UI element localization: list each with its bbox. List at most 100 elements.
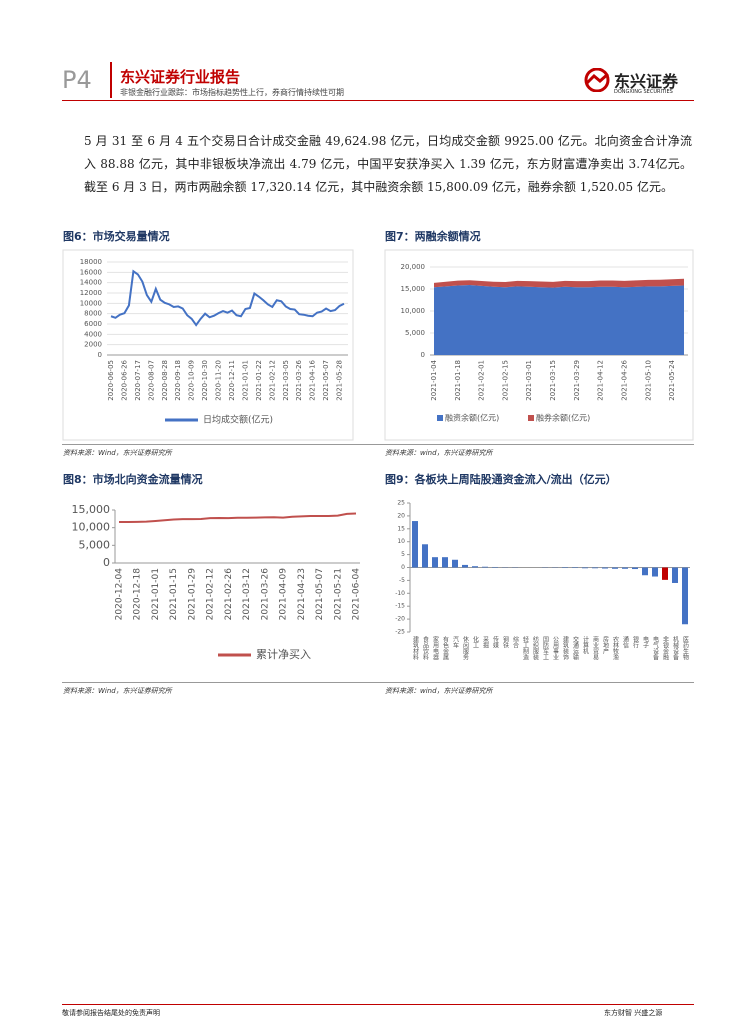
y-tick-label: 5,000 xyxy=(405,329,425,337)
x-tick-label: 轻工制造 xyxy=(522,635,529,661)
y-tick-label: 14000 xyxy=(80,279,102,287)
footer-left: 敬请参阅报告结尾处的免责声明 xyxy=(62,1009,160,1017)
x-tick-label: 2020-09-18 xyxy=(174,360,182,401)
x-tick-label: 建筑材料 xyxy=(412,635,419,661)
y-tick-label: 18000 xyxy=(80,258,102,266)
line xyxy=(110,269,345,327)
bar xyxy=(602,567,608,569)
y-tick-label: 5,000 xyxy=(79,538,111,551)
y-tick-label: 0 xyxy=(103,556,110,569)
bar xyxy=(632,567,638,570)
chart-frame xyxy=(384,249,694,441)
x-tick-label: 2021-01-18 xyxy=(454,360,462,401)
x-tick-label: 电子 xyxy=(642,635,649,648)
y-tick-label: 25 xyxy=(397,500,405,507)
y-tick-label: -25 xyxy=(395,629,405,636)
x-tick-label: 2021-04-23 xyxy=(297,568,307,620)
y-tick-label: 0 xyxy=(98,351,102,359)
bar xyxy=(482,566,488,568)
y-tick-label: 12000 xyxy=(80,289,102,297)
bar xyxy=(562,567,568,569)
y-tick-label: 8000 xyxy=(84,310,102,318)
divider xyxy=(110,62,112,98)
x-tick-label: 2021-02-26 xyxy=(224,568,234,621)
x-tick-label: 2020-07-17 xyxy=(134,360,142,401)
x-tick-label: 国防军工 xyxy=(542,636,549,660)
footer-rule xyxy=(62,1004,694,1005)
x-tick-label: 2020-12-11 xyxy=(228,360,236,401)
x-tick-label: 2020-08-28 xyxy=(161,360,169,401)
x-tick-label: 机械设备 xyxy=(672,635,679,661)
x-tick-label: 综合 xyxy=(512,635,519,649)
y-tick-label: 2000 xyxy=(84,341,102,349)
bar xyxy=(462,564,468,568)
page-number: P4 xyxy=(62,66,92,94)
x-tick-label: 2021-01-01 xyxy=(241,360,249,401)
bar xyxy=(412,521,418,568)
bar xyxy=(452,559,458,568)
x-tick-label: 2021-04-16 xyxy=(309,359,317,400)
y-tick-label: 10,000 xyxy=(401,307,426,315)
y-tick-label: 20,000 xyxy=(401,263,426,271)
x-tick-label: 建筑装饰 xyxy=(562,635,569,661)
y-tick-label: -10 xyxy=(395,590,405,597)
x-tick-label: 2021-02-01 xyxy=(478,360,486,401)
y-tick-label: 5 xyxy=(401,551,405,558)
x-tick-label: 2020-11-20 xyxy=(215,360,223,401)
y-tick-label: 15 xyxy=(397,525,405,532)
x-tick-label: 2021-04-09 xyxy=(279,568,289,621)
x-tick-label: 2021-01-22 xyxy=(255,360,263,401)
y-tick-label: 16000 xyxy=(80,268,102,276)
y-tick-label: 20 xyxy=(397,512,405,519)
x-tick-label: 2021-04-12 xyxy=(597,360,605,401)
bar xyxy=(432,557,438,568)
x-tick-label: 2020-12-18 xyxy=(133,568,143,621)
x-tick-label: 2021-05-28 xyxy=(336,360,344,401)
legend-label: 累计净买入 xyxy=(256,647,311,661)
bar xyxy=(572,567,578,569)
bar xyxy=(672,567,678,583)
legend-label: 融券余额(亿元) xyxy=(536,413,590,423)
x-tick-label: 2021-03-01 xyxy=(525,360,533,401)
bar xyxy=(472,566,478,568)
bar xyxy=(492,566,498,568)
x-tick-label: 休闲服务 xyxy=(462,635,469,661)
x-tick-label: 2020-10-30 xyxy=(201,360,209,401)
x-tick-label: 房地产 xyxy=(602,635,609,655)
logo-subtext: DONGXING SECURITIES xyxy=(614,89,673,95)
x-tick-label: 2020-12-04 xyxy=(115,568,125,621)
source-note: 资料来源：Wind，东兴证券研究所 xyxy=(63,449,172,457)
y-tick-label: 15,000 xyxy=(72,503,111,516)
logo-text: 东兴证券 xyxy=(614,72,679,91)
x-tick-label: 2021-01-04 xyxy=(430,359,438,400)
bar xyxy=(642,567,648,576)
area xyxy=(434,278,684,288)
x-tick-label: 医药生物 xyxy=(682,636,689,661)
bar xyxy=(442,557,448,568)
footer-right: 东方财智 兴盛之源 xyxy=(604,1009,663,1017)
source-note: 资料来源：wind，东兴证券研究所 xyxy=(385,687,493,695)
bar xyxy=(662,567,668,580)
source-note: 资料来源：Wind，东兴证券研究所 xyxy=(63,687,172,695)
x-tick-label: 2021-05-21 xyxy=(333,568,343,620)
source-note: 资料来源：wind，东兴证券研究所 xyxy=(385,449,493,457)
figure-title: 图8：市场北向资金流量情况 xyxy=(63,473,203,486)
x-tick-label: 传媒 xyxy=(492,635,499,649)
y-tick-label: 4000 xyxy=(84,330,102,338)
bar xyxy=(622,567,628,569)
legend-label: 融资余额(亿元) xyxy=(445,413,499,423)
x-tick-label: 银行 xyxy=(632,635,639,649)
body-paragraph: 5 月 31 至 6 月 4 五个交易日合计成交金融 49,624.98 亿元，… xyxy=(84,134,692,194)
x-tick-label: 交通运输 xyxy=(572,635,579,661)
x-tick-label: 2021-05-07 xyxy=(315,568,325,620)
y-tick-label: -15 xyxy=(395,603,405,610)
legend-swatch xyxy=(437,415,443,421)
x-tick-label: 非银金融 xyxy=(662,635,669,661)
bar xyxy=(612,567,618,569)
bar xyxy=(422,544,428,568)
x-tick-label: 2020-10-09 xyxy=(188,360,196,401)
y-tick-label: 0 xyxy=(421,351,425,359)
chart-frame xyxy=(62,249,354,441)
header-rule xyxy=(62,100,694,101)
